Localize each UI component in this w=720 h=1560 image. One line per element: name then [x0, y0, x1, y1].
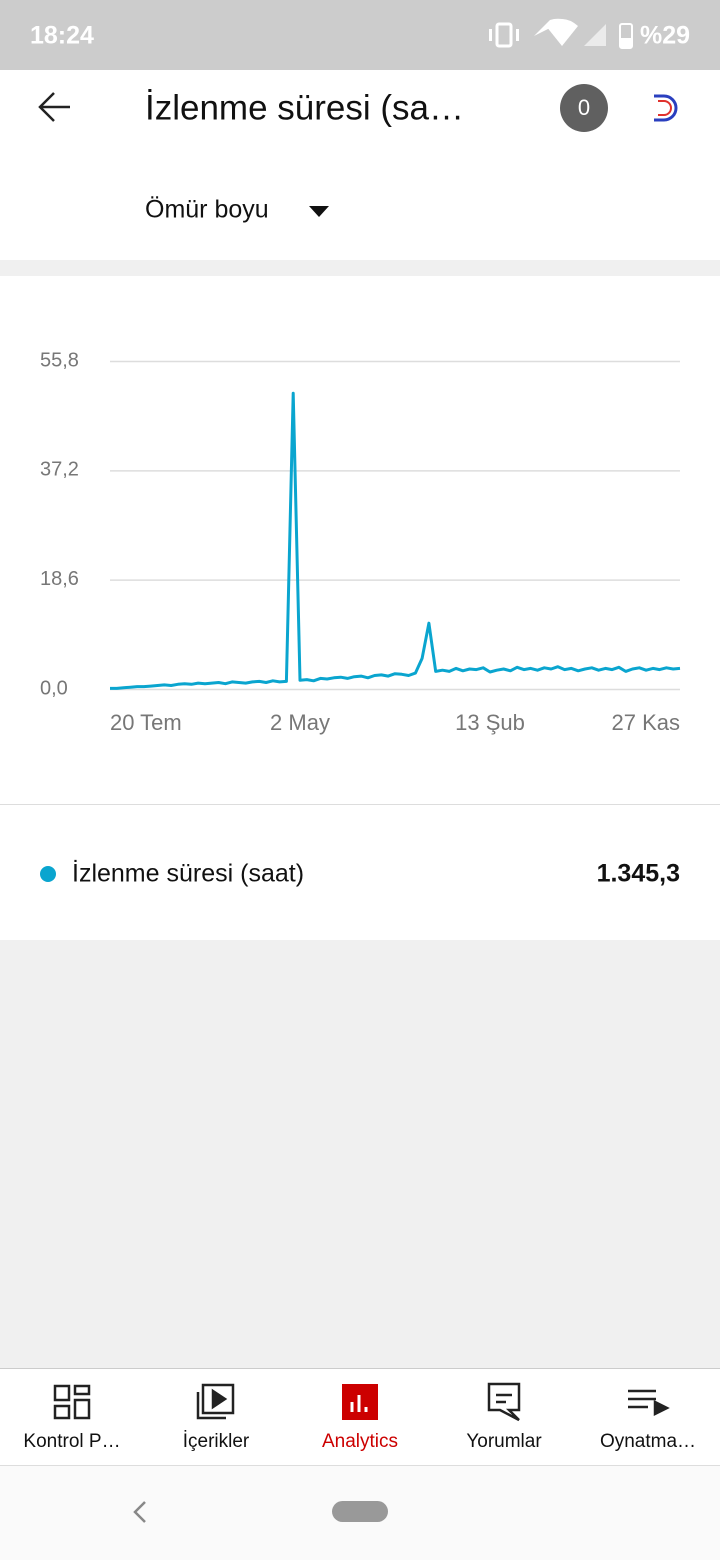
system-back[interactable]: [133, 1501, 146, 1523]
page-title: İzlenme süresi (sa…: [145, 88, 464, 127]
status-bar: [0, 0, 720, 70]
period-selector[interactable]: Ömür boyu: [145, 196, 269, 224]
y-tick-label: 18,6: [40, 568, 79, 590]
total-value: 1.345,3: [597, 860, 680, 888]
badge-count: 0: [578, 95, 590, 120]
y-tick-label: 0,0: [40, 677, 68, 699]
nav-label[interactable]: Analytics: [322, 1431, 398, 1452]
notification-badge[interactable]: [560, 84, 608, 132]
nav-icon-bars: [350, 1395, 368, 1412]
channel-avatar[interactable]: [644, 88, 684, 128]
nav-label[interactable]: İçerikler: [183, 1431, 250, 1452]
x-tick-label: 2 May: [270, 710, 330, 735]
chart-card: [0, 276, 720, 940]
status-time: 18:24: [30, 22, 94, 50]
status-battery: %29: [640, 22, 690, 50]
y-tick-label: 55,8: [40, 349, 79, 371]
legend-marker: [40, 866, 56, 882]
x-tick-label: 13 Şub: [455, 710, 525, 735]
system-home[interactable]: [332, 1501, 388, 1522]
nav-label[interactable]: Oynatma…: [600, 1431, 696, 1452]
legend-label: İzlenme süresi (saat): [72, 859, 304, 888]
data-line: [110, 391, 681, 690]
back-button[interactable]: [38, 92, 70, 122]
x-tick-label: 27 Kas: [612, 710, 681, 735]
y-tick-label: 37,2: [40, 459, 79, 481]
nav-label[interactable]: Yorumlar: [466, 1431, 542, 1452]
dropdown-arrow[interactable]: [309, 206, 329, 217]
nav-icons: [53, 1382, 670, 1422]
x-tick-label: 20 Tem: [110, 710, 182, 735]
nav-label[interactable]: Kontrol P…: [23, 1431, 120, 1452]
status-icons: [489, 18, 633, 49]
